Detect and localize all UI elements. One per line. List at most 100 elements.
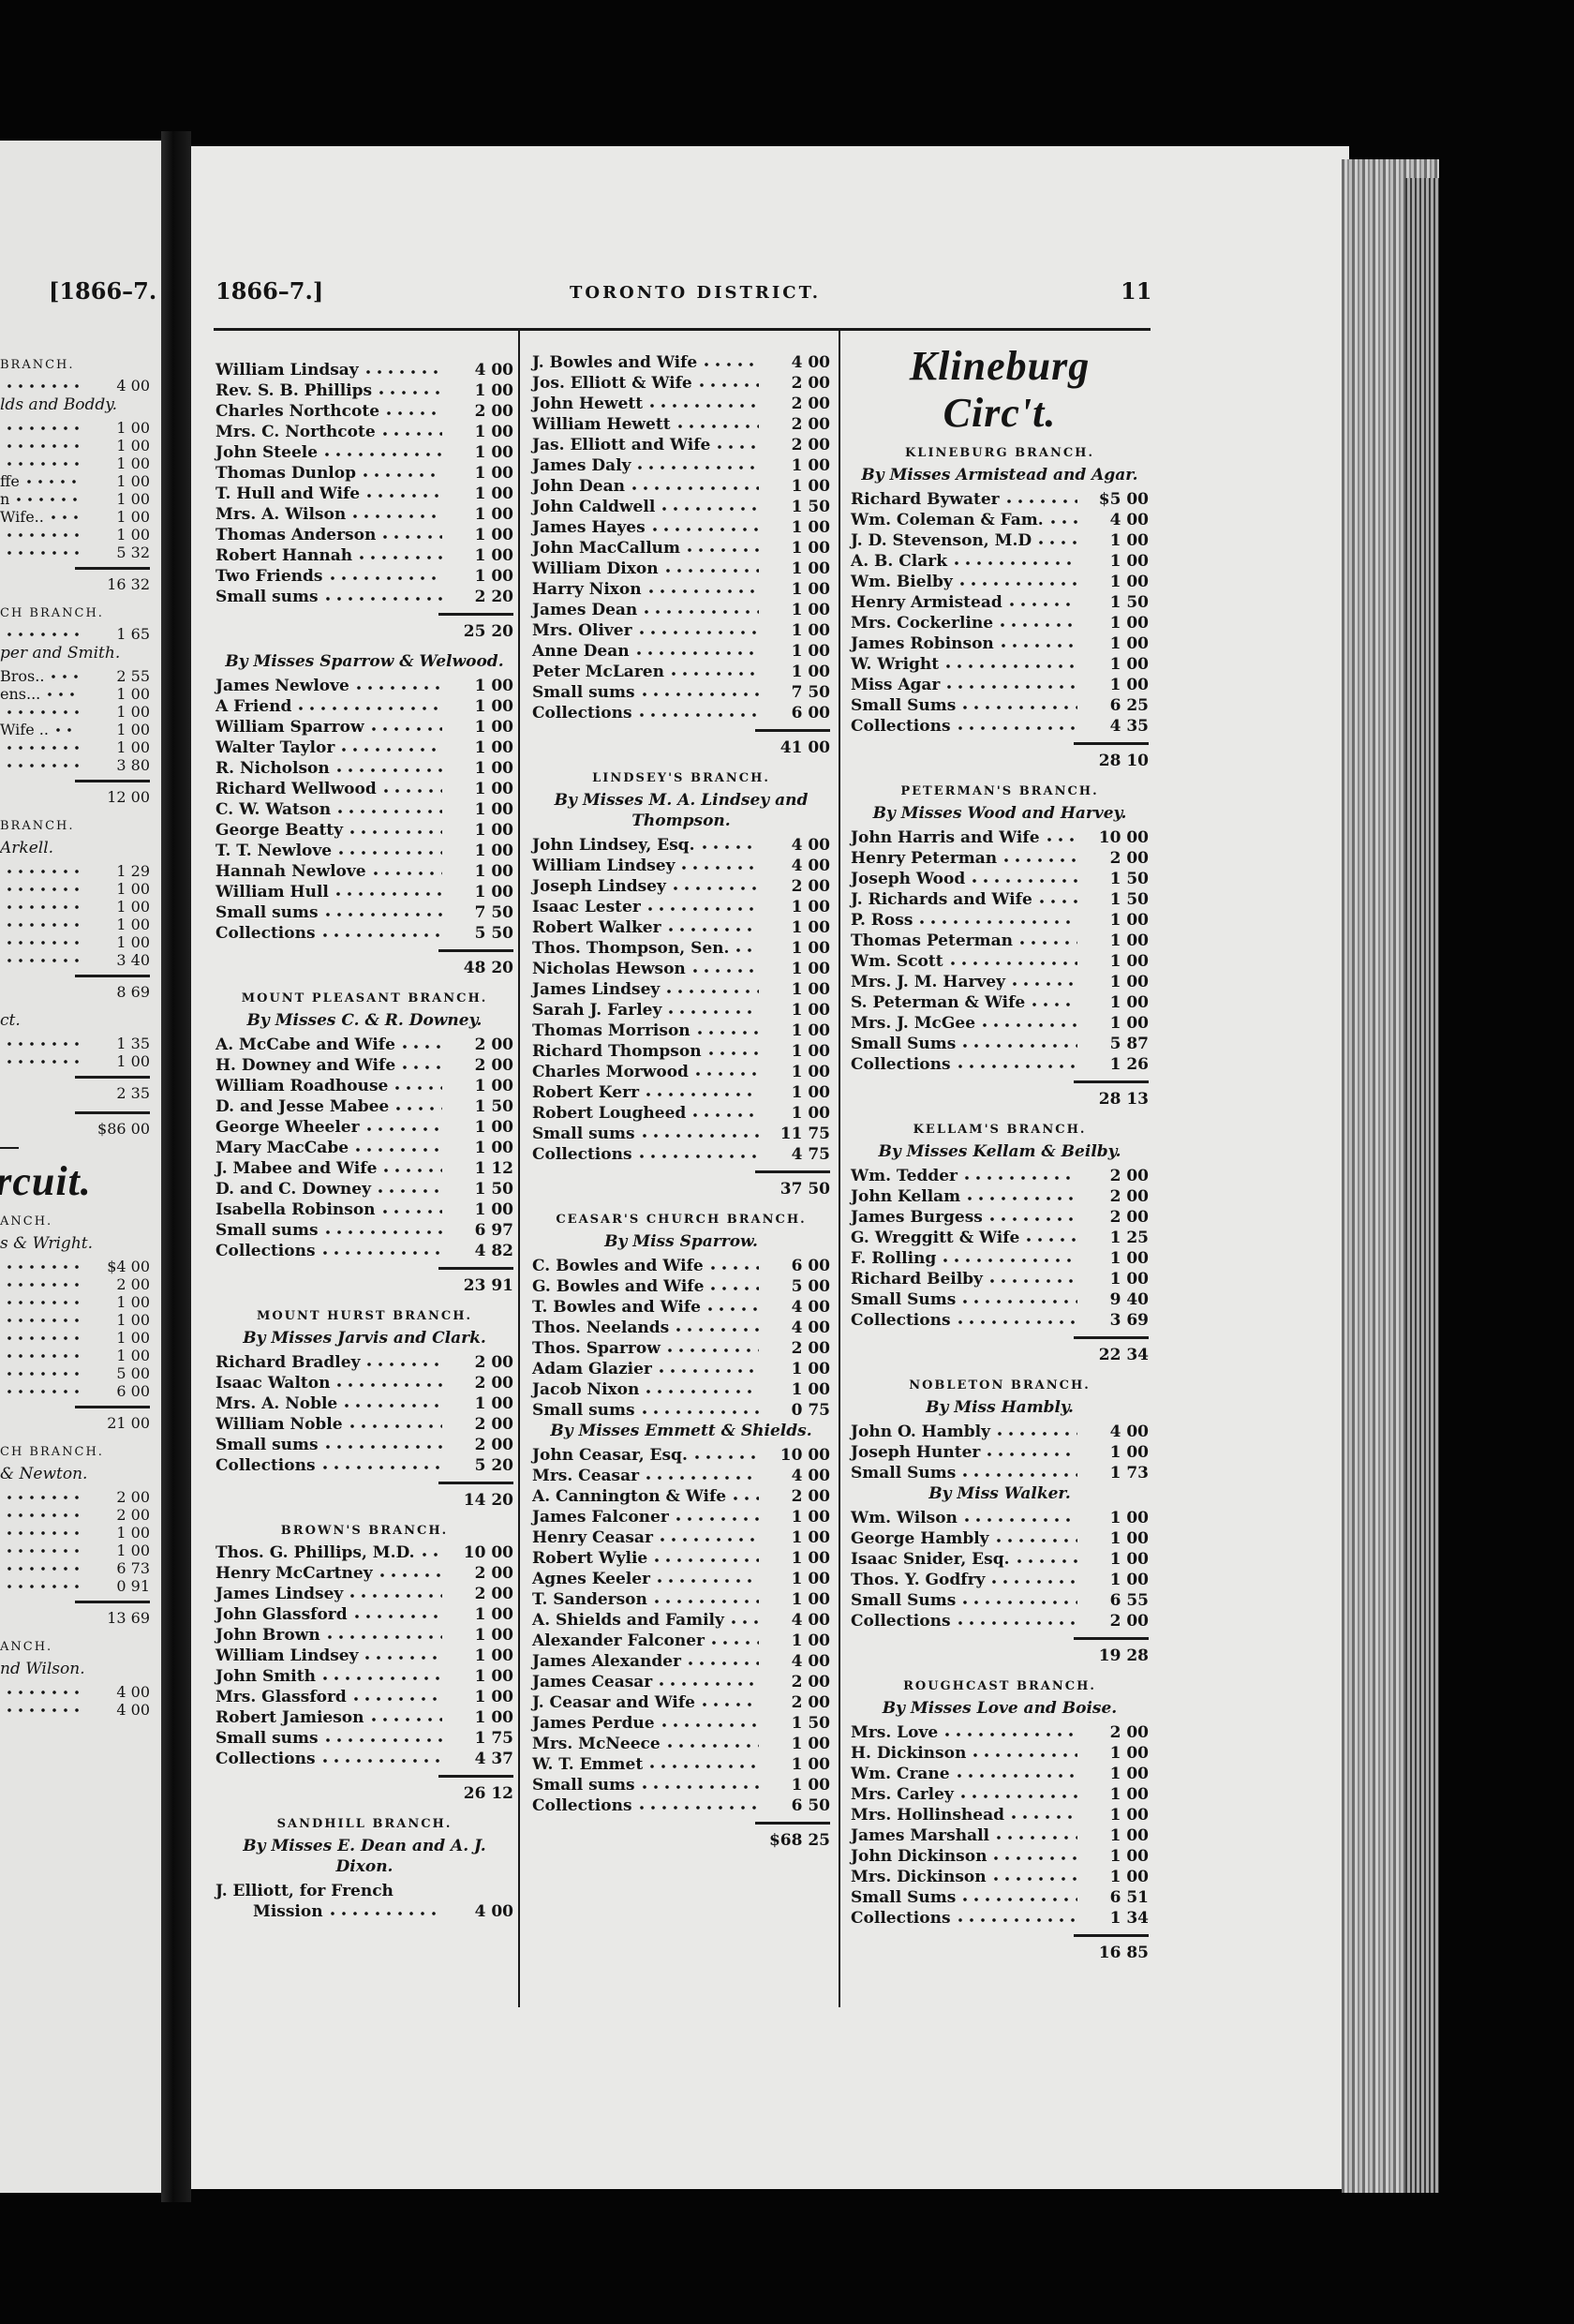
- contributor-name: Mary MacCabe: [215, 1139, 349, 1157]
- dot-leader: [959, 1600, 1077, 1605]
- header-rule: [214, 328, 1151, 331]
- entry-row: 1 00: [0, 1542, 150, 1559]
- dot-leader: [4, 632, 79, 637]
- dot-leader: [4, 1264, 79, 1270]
- dot-leader: [701, 362, 759, 367]
- amount: 1 00: [1109, 952, 1149, 971]
- dot-leader: [997, 622, 1077, 628]
- amount: 5 50: [474, 924, 513, 943]
- amount: 2 00: [791, 395, 830, 413]
- contributor-name: A Friend: [215, 697, 292, 716]
- contributor-name: Charles Northcote: [215, 402, 380, 421]
- dot-leader: [321, 912, 442, 917]
- entry-row: P. Ross 1 00: [851, 910, 1149, 931]
- dot-leader: [4, 869, 79, 874]
- amount: 2 00: [1109, 1612, 1149, 1631]
- entry-row: Small Sums 6 51: [851, 1887, 1149, 1908]
- amount: 1 00: [116, 1347, 150, 1364]
- amount: 1 65: [116, 625, 150, 643]
- contributor-name: Richard Wellwood: [215, 780, 377, 798]
- amount: 1 00: [1109, 1744, 1149, 1763]
- dot-leader: [13, 497, 79, 502]
- contributor-name: Bros..: [0, 667, 45, 685]
- amount: 2 00: [791, 1487, 830, 1506]
- entry-row: Robert Wylie 1 00: [532, 1548, 830, 1569]
- entry-row: Collections 6 00: [532, 703, 830, 723]
- amount: 1 00: [474, 780, 513, 798]
- entry-row: T. Sanderson 1 00: [532, 1589, 830, 1610]
- amount: 1 00: [791, 1104, 830, 1123]
- amount: 4 35: [1109, 717, 1149, 736]
- dot-leader: [4, 763, 79, 768]
- entry-row: Robert Walker 1 00: [532, 917, 830, 938]
- entry-row: Mrs. Glassford 1 00: [215, 1687, 513, 1707]
- entry-row: Collections 1 34: [851, 1908, 1149, 1929]
- total-amount: 25 20: [438, 613, 513, 642]
- dot-leader: [1023, 1237, 1077, 1243]
- branch-total: 26 12: [215, 1775, 513, 1804]
- contributor-name: Isaac Lester: [532, 898, 641, 916]
- amount: 1 50: [791, 1714, 830, 1733]
- dot-leader: [638, 1784, 759, 1790]
- entry-row: Rev. S. B. Phillips 1 00: [215, 380, 513, 401]
- entry-row: Small sums 7 50: [215, 902, 513, 923]
- amount: 1 00: [791, 918, 830, 937]
- dot-leader: [953, 1773, 1077, 1779]
- entry-row: G. Bowles and Wife 5 00: [532, 1276, 830, 1297]
- entry-row: Small Sums 6 25: [851, 695, 1149, 716]
- dot-leader: [347, 829, 442, 835]
- contributor-name: Wm. Scott: [851, 952, 943, 971]
- amount: 2 00: [474, 1374, 513, 1393]
- entry-row: Wm. Wilson 1 00: [851, 1508, 1149, 1528]
- amount: 1 00: [474, 484, 513, 503]
- contributor-name: John Hewett: [532, 395, 644, 413]
- dot-leader: [4, 1512, 79, 1518]
- total-amount: 48 20: [438, 949, 513, 978]
- dot-leader: [733, 947, 759, 953]
- dot-leader: [4, 443, 79, 449]
- amount: 1 00: [791, 580, 830, 599]
- column-3: Klineburg Circ't. KLINEBURG BRANCH. By Mis…: [851, 343, 1149, 1973]
- dot-leader: [635, 712, 759, 718]
- collectors-line: per and Smith.: [0, 644, 121, 663]
- entry-row: Hannah Newlove 1 00: [215, 861, 513, 882]
- entry-row: William Sparrow 1 00: [215, 717, 513, 737]
- contributor-name: Collections: [215, 1242, 316, 1260]
- contributor-name: J. Mabee and Wife: [215, 1159, 378, 1178]
- contributor-name: F. Rolling: [851, 1249, 937, 1268]
- amount: 1 00: [116, 490, 150, 508]
- dot-leader: [375, 1188, 442, 1194]
- amount: 1 00: [116, 1052, 150, 1070]
- dot-leader: [1001, 857, 1077, 863]
- entry-row: John Dean 1 00: [532, 476, 830, 497]
- entry-row: Wm. Bielby 1 00: [851, 572, 1149, 592]
- amount: 1 00: [1109, 1509, 1149, 1527]
- entry-row: George Wheeler 1 00: [215, 1117, 513, 1138]
- amount: 2 00: [791, 1673, 830, 1691]
- dot-leader: [4, 1495, 79, 1500]
- dot-leader: [950, 560, 1077, 566]
- entry-row: Robert Lougheed 1 00: [532, 1103, 830, 1124]
- dot-leader: [957, 1794, 1077, 1799]
- contributor-name: Collections: [215, 1750, 316, 1768]
- entry-row: James Dean 1 00: [532, 600, 830, 620]
- entry-row: John Smith 1 00: [215, 1666, 513, 1687]
- dot-leader: [383, 410, 442, 416]
- branch-heading: BRANCH.: [0, 819, 75, 833]
- contributor-name: Henry McCartney: [215, 1564, 373, 1583]
- contributor-name: John Caldwell: [532, 498, 656, 516]
- dot-leader: [4, 1041, 79, 1047]
- branch-heading: SANDHILL BRANCH.: [276, 1817, 453, 1831]
- contributor-name: Robert Jamieson: [215, 1708, 364, 1727]
- amount: 2 00: [474, 402, 513, 421]
- branch-heading: ROUGHCAST BRANCH.: [903, 1679, 1096, 1693]
- dot-leader: [693, 1030, 759, 1035]
- contributor-name: J. Bowles and Wife: [532, 353, 698, 372]
- total-amount: 21 00: [75, 1406, 150, 1432]
- amount: 1 00: [474, 1118, 513, 1137]
- contributor-name: Mission: [253, 1902, 323, 1921]
- dot-leader: [960, 1175, 1077, 1181]
- branch-heading: MOUNT HURST BRANCH.: [256, 1309, 473, 1323]
- entry-row: H. Downey and Wife 2 00: [215, 1055, 513, 1076]
- entry-row: Robert Kerr 1 00: [532, 1082, 830, 1103]
